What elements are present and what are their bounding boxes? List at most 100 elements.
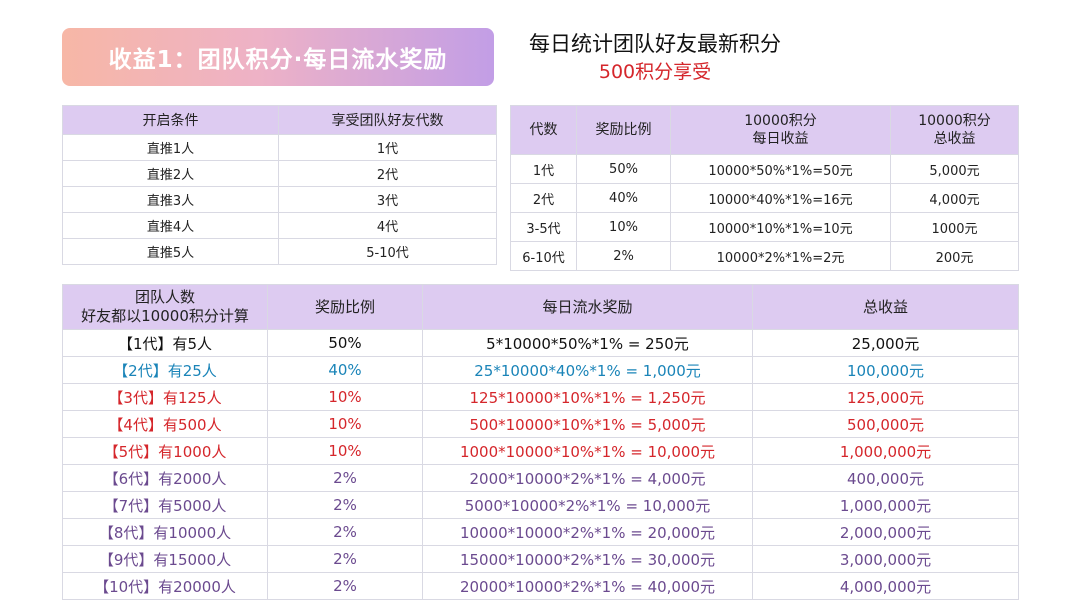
team-cell: 【2代】有25人 <box>62 356 268 384</box>
rewards-header-cell: 代数 <box>510 105 577 155</box>
conditions-cell: 直推3人 <box>62 186 279 213</box>
conditions-row: 直推3人 3代 <box>62 186 497 213</box>
team-cell: 10% <box>267 437 423 465</box>
conditions-row: 直推4人 4代 <box>62 212 497 239</box>
conditions-header-row: 开启条件 享受团队好友代数 <box>62 105 497 135</box>
team-cell: 2% <box>267 545 423 573</box>
conditions-cell: 直推2人 <box>62 160 279 187</box>
team-cell: 400,000元 <box>752 464 1019 492</box>
team-cell: 125*10000*10%*1% = 1,250元 <box>422 383 753 411</box>
subtitle-line2: 500积分享受 <box>598 61 712 83</box>
conditions-header-cell: 享受团队好友代数 <box>278 105 497 135</box>
team-cell: 2% <box>267 491 423 519</box>
team-row: 【6代】有2000人 2% 2000*10000*2%*1% = 4,000元 400… <box>62 464 1019 492</box>
team-cell: 2% <box>267 464 423 492</box>
team-cell: 20000*10000*2%*1% = 40,000元 <box>422 572 753 600</box>
team-cell: 25,000元 <box>752 329 1019 357</box>
rewards-body: 1代 50% 10000*50%*1%=50元 5,000元 2代 40% 10000*40… <box>510 154 1019 271</box>
rewards-cell: 10000*2%*1%=2元 <box>670 241 891 271</box>
team-cell: 1,000,000元 <box>752 437 1019 465</box>
conditions-table: 开启条件 享受团队好友代数 直推1人 1代 直推2人 2代 直推3人 3代 直推4人 4代 直推5… <box>62 105 497 265</box>
rewards-cell: 10% <box>576 212 671 242</box>
team-cell: 4,000,000元 <box>752 572 1019 600</box>
team-cell: 【4代】有500人 <box>62 410 268 438</box>
banner-title: 收益1：团队积分·每日流水奖励 <box>62 28 494 86</box>
rewards-cell: 1000元 <box>890 212 1019 242</box>
team-cell: 【8代】有10000人 <box>62 518 268 546</box>
team-cell: 2000*10000*2%*1% = 4,000元 <box>422 464 753 492</box>
team-cell: 500*10000*10%*1% = 5,000元 <box>422 410 753 438</box>
conditions-cell: 直推1人 <box>62 134 279 161</box>
rewards-cell: 10000*40%*1%=16元 <box>670 183 891 213</box>
rewards-row: 3-5代 10% 10000*10%*1%=10元 1000元 <box>510 212 1019 242</box>
team-cell: 【10代】有20000人 <box>62 572 268 600</box>
rewards-cell: 40% <box>576 183 671 213</box>
team-cell: 【5代】有1000人 <box>62 437 268 465</box>
team-cell: 125,000元 <box>752 383 1019 411</box>
rewards-cell: 2% <box>576 241 671 271</box>
rewards-cell: 6-10代 <box>510 241 577 271</box>
conditions-cell: 直推5人 <box>62 238 279 265</box>
rewards-cell: 10000*50%*1%=50元 <box>670 154 891 184</box>
team-header-cell: 每日流水奖励 <box>422 284 753 330</box>
team-header-cell: 奖励比例 <box>267 284 423 330</box>
rewards-row: 1代 50% 10000*50%*1%=50元 5,000元 <box>510 154 1019 184</box>
rewards-cell: 5,000元 <box>890 154 1019 184</box>
rewards-cell: 10000*10%*1%=10元 <box>670 212 891 242</box>
team-cell: 10000*10000*2%*1% = 20,000元 <box>422 518 753 546</box>
rewards-cell: 3-5代 <box>510 212 577 242</box>
conditions-header-cell: 开启条件 <box>62 105 279 135</box>
conditions-cell: 5-10代 <box>278 238 497 265</box>
rewards-row: 2代 40% 10000*40%*1%=16元 4,000元 <box>510 183 1019 213</box>
rewards-header-cell: 10000积分 每日收益 <box>670 105 891 155</box>
rewards-cell: 200元 <box>890 241 1019 271</box>
team-header-row: 团队人数 好友都以10000积分计算 奖励比例 每日流水奖励 总收益 <box>62 284 1019 330</box>
banner-title-text: 收益1：团队积分·每日流水奖励 <box>108 47 448 73</box>
team-row: 【4代】有500人 10% 500*10000*10%*1% = 5,000元 500… <box>62 410 1019 438</box>
rewards-table: 代数 奖励比例 10000积分 每日收益 10000积分 总收益 1代 50% 10000*5… <box>510 105 1019 271</box>
team-cell: 2% <box>267 518 423 546</box>
team-row: 【3代】有125人 10% 125*10000*10%*1% = 1,250元 125… <box>62 383 1019 411</box>
subtitle-line1: 每日统计团队好友最新积分 <box>529 32 781 56</box>
conditions-row: 直推2人 2代 <box>62 160 497 187</box>
team-cell: 40% <box>267 356 423 384</box>
team-row: 【5代】有1000人 10% 1000*10000*10%*1% = 10,000元… <box>62 437 1019 465</box>
team-cell: 2,000,000元 <box>752 518 1019 546</box>
team-cell: 10% <box>267 383 423 411</box>
rewards-row: 6-10代 2% 10000*2%*1%=2元 200元 <box>510 241 1019 271</box>
rewards-cell: 50% <box>576 154 671 184</box>
team-cell: 500,000元 <box>752 410 1019 438</box>
team-cell: 3,000,000元 <box>752 545 1019 573</box>
team-header-cell: 团队人数 好友都以10000积分计算 <box>62 284 268 330</box>
team-cell: 10% <box>267 410 423 438</box>
rewards-cell: 4,000元 <box>890 183 1019 213</box>
team-cell: 50% <box>267 329 423 357</box>
team-cell: 5000*10000*2%*1% = 10,000元 <box>422 491 753 519</box>
team-cell: 100,000元 <box>752 356 1019 384</box>
team-table: 团队人数 好友都以10000积分计算 奖励比例 每日流水奖励 总收益 【1代】有5人 50… <box>62 284 1019 600</box>
rewards-cell: 2代 <box>510 183 577 213</box>
team-cell: 【1代】有5人 <box>62 329 268 357</box>
conditions-cell: 2代 <box>278 160 497 187</box>
team-cell: 1000*10000*10%*1% = 10,000元 <box>422 437 753 465</box>
conditions-cell: 4代 <box>278 212 497 239</box>
rewards-header-row: 代数 奖励比例 10000积分 每日收益 10000积分 总收益 <box>510 105 1019 155</box>
team-row: 【2代】有25人 40% 25*10000*40%*1% = 1,000元 100,0… <box>62 356 1019 384</box>
team-cell: 【6代】有2000人 <box>62 464 268 492</box>
team-cell: 5*10000*50%*1% = 250元 <box>422 329 753 357</box>
team-cell: 25*10000*40%*1% = 1,000元 <box>422 356 753 384</box>
team-row: 【8代】有10000人 2% 10000*10000*2%*1% = 20,000元… <box>62 518 1019 546</box>
team-row: 【1代】有5人 50% 5*10000*50%*1% = 250元 25,000元 <box>62 329 1019 357</box>
team-cell: 【3代】有125人 <box>62 383 268 411</box>
rewards-cell: 1代 <box>510 154 577 184</box>
rewards-header-cell: 奖励比例 <box>576 105 671 155</box>
team-cell: 15000*10000*2%*1% = 30,000元 <box>422 545 753 573</box>
team-header-cell: 总收益 <box>752 284 1019 330</box>
team-cell: 【7代】有5000人 <box>62 491 268 519</box>
conditions-cell: 直推4人 <box>62 212 279 239</box>
conditions-row: 直推1人 1代 <box>62 134 497 161</box>
team-cell: 1,000,000元 <box>752 491 1019 519</box>
team-cell: 2% <box>267 572 423 600</box>
team-row: 【10代】有20000人 2% 20000*10000*2%*1% = 40,000… <box>62 572 1019 600</box>
conditions-cell: 3代 <box>278 186 497 213</box>
